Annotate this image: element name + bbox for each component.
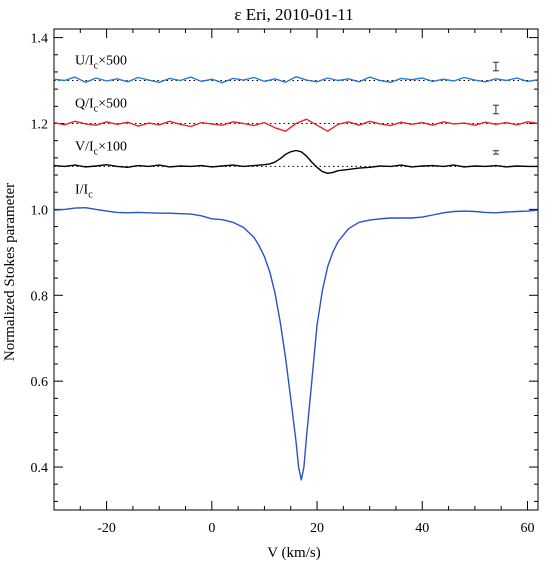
y-tick-label: 1.2 [31, 117, 49, 132]
y-tick-label: 0.8 [31, 289, 49, 304]
x-tick-label: 20 [310, 521, 324, 536]
series-line [53, 118, 539, 132]
x-tick-label: 0 [208, 521, 215, 536]
series-line [53, 149, 538, 175]
series-label: I/Ic [75, 182, 93, 200]
series-line [53, 75, 539, 84]
plot-frame [53, 28, 539, 511]
x-tick-label: -20 [97, 521, 116, 536]
y-tick-label: 1.0 [31, 203, 49, 218]
y-tick-label: 1.4 [31, 32, 49, 47]
plot-area: -20 0 20 40 60 0.4 0.6 0.8 1.0 1.2 1.4 U/Ic×500 Q/Ic… [31, 28, 539, 536]
x-tick-label: 40 [415, 521, 429, 536]
series-line [53, 206, 539, 481]
y-tick-label: 0.6 [31, 375, 49, 390]
x-tick-label: 60 [520, 521, 534, 536]
x-axis-label: V (km/s) [267, 545, 320, 561]
y-axis-label: Normalized Stokes parameter [2, 183, 18, 361]
series-label: U/Ic×500 [75, 54, 127, 72]
series-label: Q/Ic×500 [75, 96, 127, 114]
chart-title: ε Eri, 2010-01-11 [234, 5, 353, 24]
y-tick-label: 0.4 [31, 461, 49, 476]
series-label: V/Ic×100 [75, 139, 127, 157]
